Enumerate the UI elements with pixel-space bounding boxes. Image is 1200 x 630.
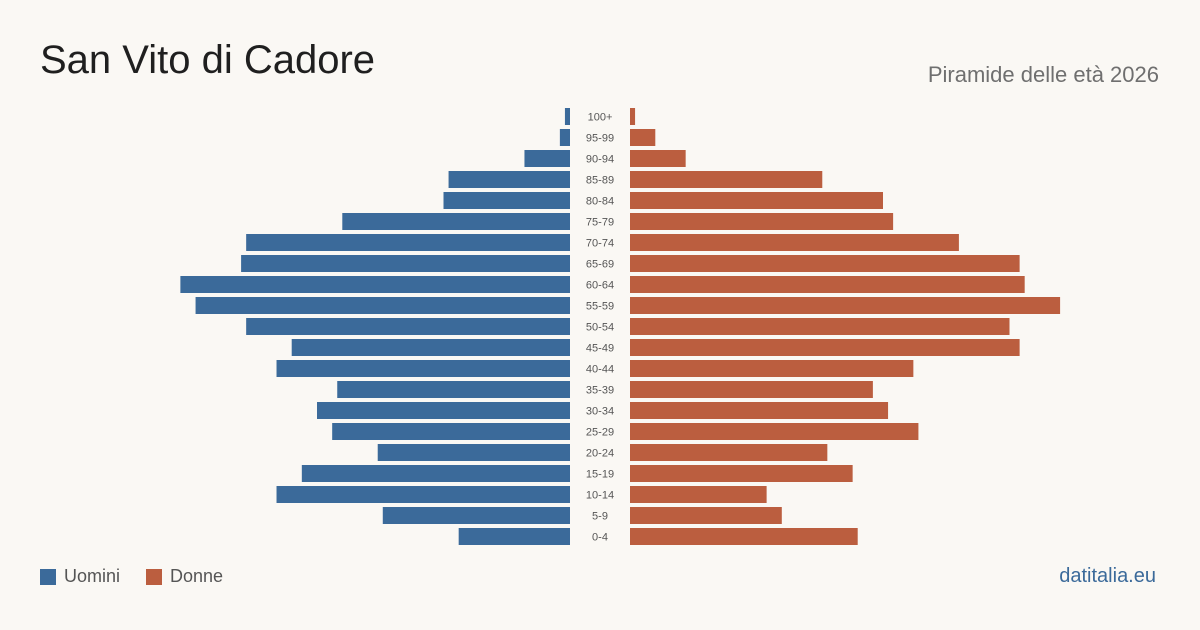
page-subtitle: Piramide delle età 2026 bbox=[927, 62, 1159, 87]
bar-women-15-19 bbox=[630, 465, 853, 482]
brand-link[interactable]: datitalia.eu bbox=[1059, 565, 1156, 587]
bar-women-65-69 bbox=[630, 255, 1020, 272]
bar-men-80-84 bbox=[443, 192, 570, 209]
age-label-55-59: 55-59 bbox=[586, 301, 614, 313]
age-label-10-14: 10-14 bbox=[586, 490, 614, 502]
bar-men-65-69 bbox=[241, 255, 570, 272]
bar-women-75-79 bbox=[630, 213, 894, 230]
legend-label-women: Donne bbox=[170, 566, 224, 586]
page-title: San Vito di Cadore bbox=[40, 38, 376, 82]
age-label-85-89: 85-89 bbox=[586, 175, 614, 187]
bar-men-10-14 bbox=[276, 486, 570, 503]
bar-women-85-89 bbox=[630, 171, 823, 188]
age-group-labels: 100+ 95-99 90-94 85-89 80-84 75-79 70-74 65-69 6… bbox=[586, 112, 614, 544]
bar-men-85-89 bbox=[448, 171, 570, 188]
bar-women-70-74 bbox=[630, 234, 959, 251]
bar-women-50-54 bbox=[630, 318, 1010, 335]
bar-men-40-44 bbox=[276, 360, 570, 377]
bar-women-25-29 bbox=[630, 423, 919, 440]
bar-women-80-84 bbox=[630, 192, 883, 209]
bar-men-95-99 bbox=[559, 129, 570, 146]
age-label-80-84: 80-84 bbox=[586, 196, 614, 208]
age-label-70-74: 70-74 bbox=[586, 238, 614, 250]
bar-women-60-64 bbox=[630, 276, 1025, 293]
bar-men-25-29 bbox=[332, 423, 570, 440]
age-label-15-19: 15-19 bbox=[586, 469, 614, 481]
men-bars bbox=[180, 108, 570, 545]
bar-men-35-39 bbox=[337, 381, 570, 398]
bar-men-55-59 bbox=[195, 297, 570, 314]
bar-women-90-94 bbox=[630, 150, 686, 167]
women-bars bbox=[630, 108, 1061, 545]
age-label-5-9: 5-9 bbox=[592, 511, 608, 523]
bar-women-30-34 bbox=[630, 402, 889, 419]
bar-women-0-4 bbox=[630, 528, 858, 545]
bar-women-20-24 bbox=[630, 444, 828, 461]
bar-men-70-74 bbox=[246, 234, 570, 251]
age-label-50-54: 50-54 bbox=[586, 322, 614, 334]
bar-men-5-9 bbox=[382, 507, 570, 524]
legend-swatch-women bbox=[146, 568, 163, 585]
legend: Uomini Donne bbox=[40, 566, 249, 587]
bar-men-45-49 bbox=[291, 339, 570, 356]
bar-men-0-4 bbox=[458, 528, 570, 545]
bar-men-60-64 bbox=[180, 276, 570, 293]
legend-item-women: Donne bbox=[146, 566, 223, 587]
bar-women-100plus bbox=[630, 108, 636, 125]
bar-women-45-49 bbox=[630, 339, 1020, 356]
legend-item-men: Uomini bbox=[40, 566, 120, 587]
age-label-100plus: 100+ bbox=[588, 112, 613, 124]
bar-women-35-39 bbox=[630, 381, 873, 398]
age-label-90-94: 90-94 bbox=[586, 154, 614, 166]
bar-men-75-79 bbox=[342, 213, 570, 230]
age-label-65-69: 65-69 bbox=[586, 259, 614, 271]
bar-men-20-24 bbox=[377, 444, 570, 461]
bar-men-15-19 bbox=[301, 465, 570, 482]
age-label-0-4: 0-4 bbox=[592, 532, 608, 544]
age-label-75-79: 75-79 bbox=[586, 217, 614, 229]
bar-women-40-44 bbox=[630, 360, 914, 377]
age-label-35-39: 35-39 bbox=[586, 385, 614, 397]
age-label-60-64: 60-64 bbox=[586, 280, 614, 292]
age-label-40-44: 40-44 bbox=[586, 364, 614, 376]
bar-women-55-59 bbox=[630, 297, 1061, 314]
age-label-25-29: 25-29 bbox=[586, 427, 614, 439]
age-label-95-99: 95-99 bbox=[586, 133, 614, 145]
age-label-30-34: 30-34 bbox=[586, 406, 614, 418]
bar-women-95-99 bbox=[630, 129, 656, 146]
bar-women-10-14 bbox=[630, 486, 767, 503]
bar-men-100plus bbox=[564, 108, 570, 125]
legend-swatch-men bbox=[40, 568, 56, 585]
bar-men-30-34 bbox=[317, 402, 570, 419]
age-label-20-24: 20-24 bbox=[586, 448, 614, 460]
age-label-45-49: 45-49 bbox=[586, 343, 614, 355]
bar-men-50-54 bbox=[246, 318, 570, 335]
bar-men-90-94 bbox=[524, 150, 570, 167]
legend-label-men: Uomini bbox=[64, 566, 121, 586]
bar-women-5-9 bbox=[630, 507, 782, 524]
